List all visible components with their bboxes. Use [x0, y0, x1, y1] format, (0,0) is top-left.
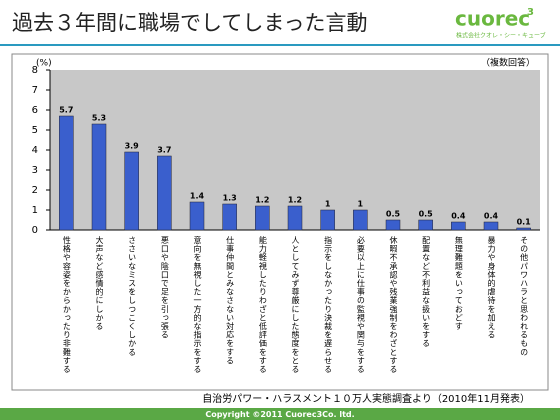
value-label: 1.3 [223, 194, 237, 203]
bar [483, 221, 499, 231]
x-tick-label: 無理難題をいっておどす [454, 236, 464, 331]
footer: Copyright ©2011 Cuorec3Co. ltd. [205, 410, 354, 419]
bar [418, 219, 433, 231]
value-label: 1.4 [190, 192, 205, 201]
value-label: 5.3 [92, 114, 106, 123]
value-label: 5.7 [59, 106, 73, 115]
source: 自治労パワー・ハラスメント１０万人実態調査より（2010年11月発表） [202, 392, 530, 405]
bar [124, 151, 139, 231]
y-tick-label: 7 [32, 85, 38, 96]
value-label: 1.2 [288, 196, 302, 205]
x-tick-label: 能力軽視したりわざと低評価をする [258, 236, 268, 374]
value-label: 0.1 [517, 218, 532, 227]
bar [287, 205, 303, 231]
x-tick-label: 仕事仲間とみなさない対応をする [225, 236, 235, 365]
x-tick-label: 意向を無視した一方的な指示をする [193, 236, 202, 374]
y-tick-label: 4 [32, 145, 38, 156]
bar [157, 155, 172, 231]
note: （複数回答） [481, 57, 535, 69]
x-tick-label: 大声など感情的にしかる [95, 236, 104, 331]
logo-sup: 3 [527, 7, 534, 18]
value-label: 3.9 [125, 142, 140, 151]
x-tick-label: 休暇不承認や残業強制をわざとする [389, 236, 398, 374]
bar [222, 203, 237, 231]
bar [59, 115, 74, 231]
value-label: 0.5 [386, 210, 401, 219]
value-label: 3.7 [157, 146, 171, 155]
bar [451, 221, 466, 231]
slide-title: 過去３年間に職場でしてしまった言動 [12, 11, 368, 35]
bar [320, 209, 335, 231]
x-tick-label: 人としてみず尊厳にした態度をとる [291, 236, 300, 374]
y-tick-label: 1 [32, 205, 38, 216]
bar [189, 201, 205, 231]
value-label: 0.5 [419, 210, 434, 219]
value-label: 1.2 [255, 196, 269, 205]
y-axis-label: (%) [36, 59, 52, 69]
y-tick-label: 3 [32, 165, 38, 176]
footer-bar [0, 408, 560, 420]
x-tick-label: 悪口や陰口で足を引っ張る [160, 236, 170, 340]
logo: cuorec [455, 7, 530, 31]
value-label: 1 [358, 200, 364, 209]
y-tick-label: 5 [32, 125, 38, 136]
bar [385, 219, 401, 231]
y-tick-label: 8 [32, 65, 38, 76]
x-tick-label: ささいなミスをしつこくしかる [127, 236, 137, 357]
value-label: 1 [325, 200, 331, 209]
y-tick-label: 6 [32, 105, 38, 116]
bar [353, 209, 368, 231]
bar [516, 227, 531, 231]
value-label: 0.4 [484, 212, 499, 221]
x-tick-label: 配置など不利益な扱いをする [421, 236, 431, 348]
bar [91, 123, 107, 231]
y-tick-label: 0 [32, 225, 38, 236]
x-tick-label: 指示をしなかったり決裁を遅らせる [323, 236, 333, 374]
x-tick-label: 性格や容姿をからかったり非難する [62, 236, 72, 374]
logo-sub: 株式会社クオレ・シー・キューブ [456, 32, 546, 40]
value-label: 0.4 [451, 212, 466, 221]
x-tick-label: 暴力や身体的虐待を加える [487, 236, 496, 340]
x-tick-label: その他パワハラと思われるもの [519, 236, 529, 357]
x-tick-label: 必要以上に仕事の監視や関与をする [356, 236, 366, 374]
y-tick-label: 2 [32, 185, 38, 196]
bar [255, 205, 270, 231]
